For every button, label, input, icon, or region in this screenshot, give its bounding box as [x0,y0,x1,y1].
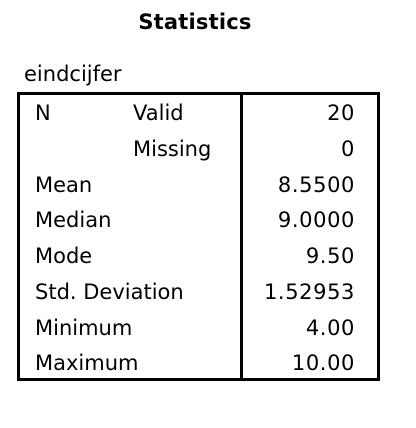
row-value: 10.00 [291,351,355,375]
row-label: Std. Deviation [35,280,184,304]
row-label: Median [35,208,112,232]
table-row-median: Median 9.0000 [20,202,377,238]
column-divider [240,95,243,378]
row-value: 1.52953 [263,280,355,304]
row-label: N [35,101,51,125]
row-label: Maximum [35,351,139,375]
table-row-mean: Mean 8.5500 [20,167,377,203]
row-value: 9.50 [305,244,355,268]
row-value: 20 [327,101,355,125]
row-sublabel: Missing [133,137,212,161]
table-title: Statistics [138,10,252,34]
row-label: Mean [35,173,93,197]
row-value: 8.5500 [277,173,355,197]
row-value: 4.00 [305,316,355,340]
table-row-n-missing: Missing 0 [20,131,377,167]
table-row-minimum: Minimum 4.00 [20,310,377,346]
table-row-mode: Mode 9.50 [20,238,377,274]
table-row-n-valid: N Valid 20 [20,95,377,131]
row-sublabel: Valid [133,101,184,125]
variable-name: eindcijfer [24,62,122,86]
table-row-maximum: Maximum 10.00 [20,345,377,381]
row-value: 0 [341,137,355,161]
row-label: Minimum [35,316,133,340]
statistics-table: N Valid 20 Missing 0 Mean 8.5500 Median … [17,92,380,381]
row-value: 9.0000 [277,208,355,232]
table-row-std-deviation: Std. Deviation 1.52953 [20,274,377,310]
row-label: Mode [35,244,93,268]
